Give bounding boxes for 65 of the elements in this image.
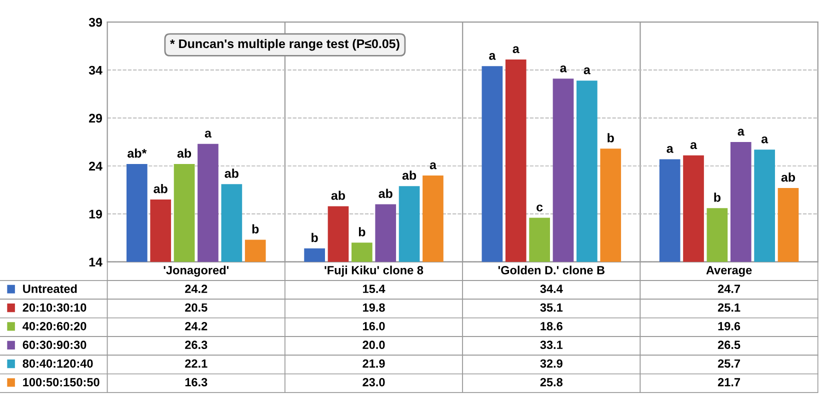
- annotation: ab: [402, 170, 416, 180]
- annotation: ab: [154, 184, 168, 194]
- annotation: a: [430, 162, 437, 170]
- data-label: 26.3: [185, 340, 208, 350]
- annotation: c: [536, 204, 543, 212]
- data-label: 32.9: [540, 359, 562, 368]
- data-label: 15.4: [363, 284, 386, 294]
- data-label: 18.6: [540, 322, 562, 330]
- data-label: 20.5: [185, 303, 208, 312]
- data-label: 24.2: [185, 322, 208, 330]
- annotation: ab: [331, 190, 346, 200]
- legend-label: 20:10:30:10: [22, 303, 86, 312]
- annotation: a: [560, 65, 567, 72]
- annotation: b: [252, 224, 259, 234]
- annotation: b: [312, 232, 318, 242]
- data-label: 21.9: [362, 359, 385, 368]
- data-label: 24.2: [185, 284, 208, 293]
- annotation: a: [690, 142, 698, 150]
- annotation: a: [512, 46, 520, 54]
- data-label: 19.8: [363, 303, 385, 312]
- annotation: ab: [224, 168, 238, 178]
- annotation: ab: [781, 172, 796, 182]
- data-label: 25.1: [718, 303, 740, 312]
- annotation: ab: [177, 148, 192, 158]
- y-tick-label: 24: [89, 162, 102, 170]
- annotation: a: [489, 53, 496, 60]
- data-label: 16.3: [185, 378, 208, 386]
- annotation: a: [666, 146, 674, 153]
- y-tick-label: 34: [88, 66, 102, 75]
- data-label: 26.5: [718, 340, 740, 350]
- x-tick-label: Average: [706, 266, 752, 277]
- data-label: 25.8: [540, 378, 563, 386]
- x-tick-label: 'Fuji Kiku' clone 8: [324, 266, 424, 277]
- data-label: 25.7: [718, 359, 740, 368]
- legend-label: 80:40:120:40: [22, 359, 93, 368]
- y-tick-label: 19: [89, 210, 102, 219]
- annotation: * Duncan's multiple range test (P≤0.05): [170, 38, 400, 51]
- y-tick-label: 14: [89, 258, 102, 266]
- annotation: a: [204, 130, 212, 138]
- data-label: 24.7: [718, 284, 740, 293]
- annotation: a: [761, 136, 768, 144]
- data-label: 20.0: [362, 340, 385, 350]
- legend-label: 100:50:150:50: [23, 378, 100, 386]
- data-label: 22.1: [185, 359, 208, 368]
- annotation: ab*: [128, 148, 147, 158]
- x-tick-label: 'Jonagored': [164, 266, 229, 277]
- x-tick-label: 'Golden D.' clone B: [498, 266, 605, 274]
- data-label: 34.4: [540, 284, 563, 294]
- annotation: a: [738, 128, 744, 136]
- legend-label: 60:30:90:30: [22, 340, 86, 350]
- annotation: b: [608, 133, 614, 142]
- data-label: 35.1: [540, 303, 563, 312]
- data-label: 33.1: [540, 340, 563, 350]
- annotation: b: [714, 192, 721, 202]
- annotation: ab: [378, 188, 392, 198]
- annotation: b: [358, 227, 366, 236]
- data-label: 23.0: [362, 378, 385, 386]
- annotation: a: [584, 67, 590, 74]
- y-tick-label: 29: [89, 114, 102, 123]
- data-label: 21.7: [718, 378, 740, 386]
- data-label: 16.0: [363, 322, 385, 330]
- y-tick-label: 39: [88, 18, 102, 27]
- data-label: 19.6: [718, 322, 740, 330]
- legend-label: Untreated: [23, 284, 77, 294]
- legend-label: 40:20:60:20: [22, 322, 86, 330]
